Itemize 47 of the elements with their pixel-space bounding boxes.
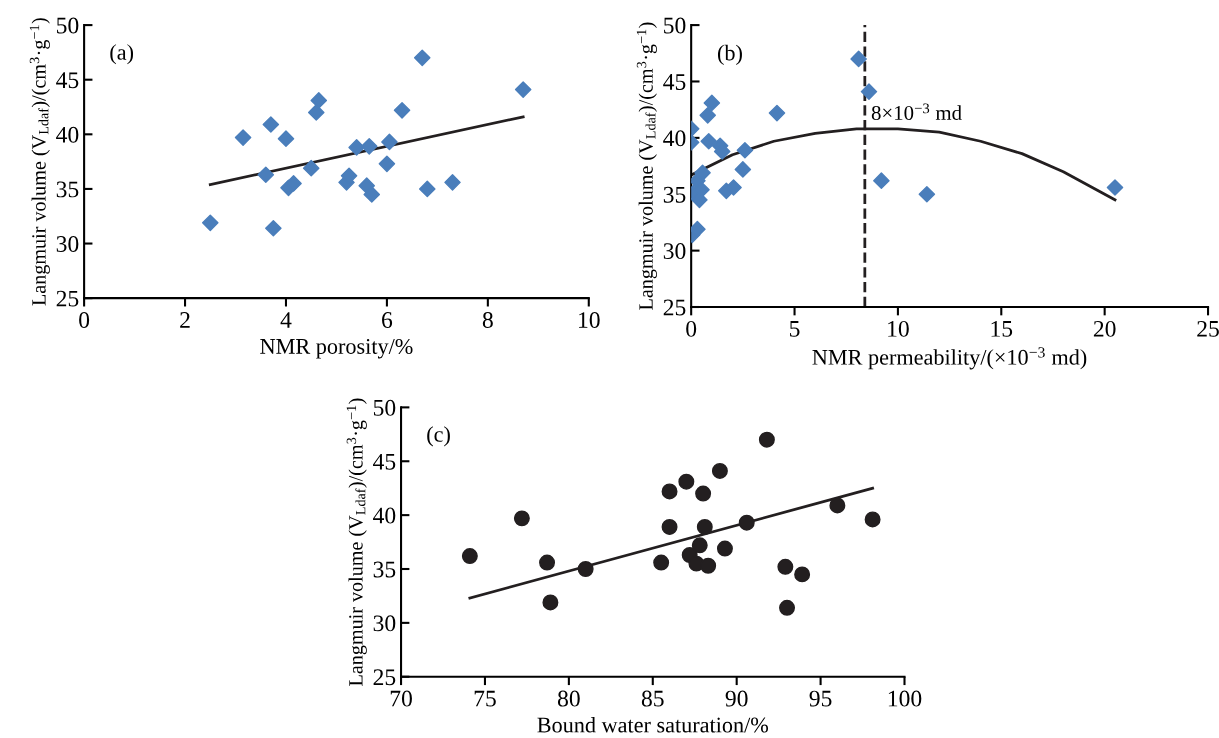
y-tick-label: 50 [57, 17, 79, 34]
y-tick-label: 35 [663, 186, 686, 203]
y-axis-title: Langmuir volume (V$_{Ldaf}$)/(cm$^{3}$·g$^{−1}$) [29, 18, 50, 306]
text: (b) [717, 44, 742, 65]
x-tick-label: 15 [991, 321, 1013, 337]
text: (c) [427, 426, 450, 447]
y-tick-label: 25 [663, 299, 686, 316]
x-tick-label: 80 [557, 690, 580, 707]
y-tick-label: 50 [664, 17, 686, 34]
y-axis-title: Langmuir volume (V$_{Ldaf}$)/(cm$^{3}$·g$^{−1}$) [346, 398, 367, 686]
y-tick-label: 30 [663, 243, 686, 260]
y-tick-label: 45 [56, 72, 79, 89]
x-tick-label: 5 [790, 321, 800, 337]
y-tick-label: 45 [373, 453, 396, 470]
y-tick-label: 50 [373, 399, 396, 416]
x-axis-title: Bound water saturation/% [537, 716, 769, 733]
x-tick-label: 100 [888, 690, 922, 707]
x-tick-label: 90 [725, 690, 748, 707]
y-tick-label: 30 [56, 236, 79, 252]
x-tick-label: 6 [382, 312, 393, 328]
x-tick-label: 20 [1093, 320, 1116, 337]
y-tick-label: 40 [663, 130, 686, 147]
x-tick-label: 10 [579, 312, 600, 328]
y-tick-label: 40 [373, 507, 396, 524]
x-tick-label: 0 [79, 312, 90, 328]
x-axis-title: NMR permeability/(×10$^{−3}$ md) [812, 347, 1087, 370]
y-tick-label: 45 [663, 74, 686, 90]
y-tick-label: 40 [56, 126, 79, 143]
x-tick-label: 4 [280, 312, 292, 328]
y-tick-label: 25 [373, 669, 396, 686]
ref-line-label: 8×10$^{−3}$ md [871, 103, 962, 120]
y-tick-label: 30 [373, 615, 396, 632]
x-tick-label: 85 [641, 690, 664, 707]
y-axis-title: Langmuir volume (V$_{Ldaf}$)/(cm$^{3}$·g$^{−1}$) [636, 22, 657, 310]
x-tick-label: 0 [686, 320, 697, 337]
y-tick-label: 35 [373, 561, 396, 578]
x-tick-label: 70 [390, 690, 412, 707]
x-tick-label: 75 [474, 690, 496, 707]
x-tick-label: 25 [1197, 320, 1219, 337]
y-tick-label: 35 [56, 181, 79, 198]
x-tick-label: 2 [180, 312, 190, 328]
text: (a) [110, 44, 134, 65]
y-tick-label: 25 [56, 290, 79, 307]
x-tick-label: 10 [888, 320, 909, 337]
x-tick-label: 8 [482, 312, 493, 328]
x-axis-title: NMR porosity/% [260, 338, 413, 359]
x-tick-label: 95 [809, 690, 832, 707]
